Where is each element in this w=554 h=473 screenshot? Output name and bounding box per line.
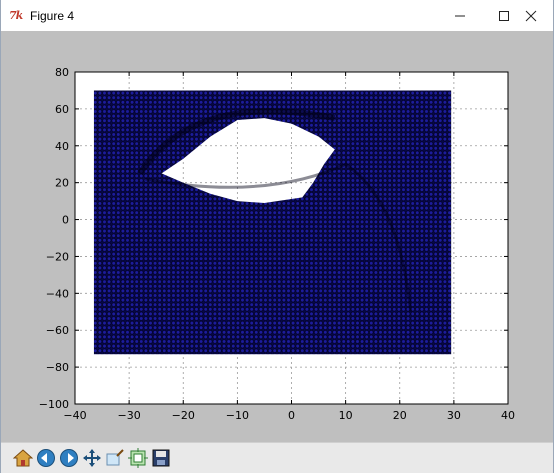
forward-button[interactable] — [59, 447, 79, 469]
maximize-icon — [499, 10, 509, 21]
x-tick-label: 30 — [447, 409, 461, 422]
forward-icon — [60, 449, 78, 467]
y-tick-label: 40 — [55, 140, 69, 153]
y-tick-label: 0 — [62, 214, 69, 227]
save-button[interactable] — [151, 447, 171, 469]
y-tick-label: −60 — [46, 324, 69, 337]
save-icon — [152, 449, 170, 467]
zoom-button[interactable] — [105, 447, 125, 469]
y-tick-label: −20 — [46, 250, 69, 263]
x-tick-label: −30 — [118, 409, 141, 422]
y-tick-label: 20 — [55, 177, 69, 190]
back-button[interactable] — [36, 447, 56, 469]
figure-canvas[interactable]: −40 −30 −20 −10 0 10 20 30 40 −100 −80 −60 −40 −20 0 2… — [1, 31, 553, 442]
pan-icon — [83, 449, 101, 467]
scatter-dense-band — [145, 162, 413, 312]
x-tick-labels: −40 −30 −20 −10 0 10 20 30 40 — [63, 409, 515, 422]
x-tick-label: 20 — [393, 409, 407, 422]
home-button[interactable] — [13, 447, 33, 469]
window-title: Figure 4 — [30, 8, 75, 23]
x-tick-label: −10 — [226, 409, 249, 422]
subplots-icon — [128, 448, 148, 468]
maximize-button[interactable] — [482, 0, 526, 31]
subplots-button[interactable] — [128, 447, 148, 469]
x-tick-label: 10 — [339, 409, 353, 422]
x-tick-label: 40 — [501, 409, 515, 422]
x-tick-label: −40 — [63, 409, 86, 422]
minimize-icon — [455, 15, 465, 16]
y-tick-label: 60 — [55, 103, 69, 116]
x-tick-label: −20 — [172, 409, 195, 422]
minimize-button[interactable] — [438, 0, 482, 31]
x-tick-label: 0 — [288, 409, 295, 422]
y-tick-label: −40 — [46, 287, 69, 300]
pan-button[interactable] — [82, 447, 102, 469]
zoom-icon — [106, 449, 124, 466]
home-icon — [13, 449, 33, 467]
scatter-points — [93, 90, 452, 355]
y-tick-label: −100 — [39, 398, 69, 411]
close-button[interactable] — [509, 0, 553, 31]
y-tick-labels: −100 −80 −60 −40 −20 0 20 40 60 80 — [39, 66, 69, 411]
y-tick-label: −80 — [46, 361, 69, 374]
scatter-dense-band — [137, 108, 336, 176]
navigation-toolbar — [1, 442, 553, 473]
scatter-point-cloud — [93, 90, 452, 355]
back-icon — [37, 449, 55, 467]
title-bar: 7k Figure 4 — [1, 0, 553, 31]
y-tick-label: 80 — [55, 66, 69, 79]
tk-feather-icon: 7k — [9, 8, 23, 22]
scatter-plot[interactable]: −40 −30 −20 −10 0 10 20 30 40 −100−80−60−40−2002… — [1, 31, 553, 442]
close-icon — [525, 10, 537, 21]
axes-frame — [74, 71, 509, 405]
